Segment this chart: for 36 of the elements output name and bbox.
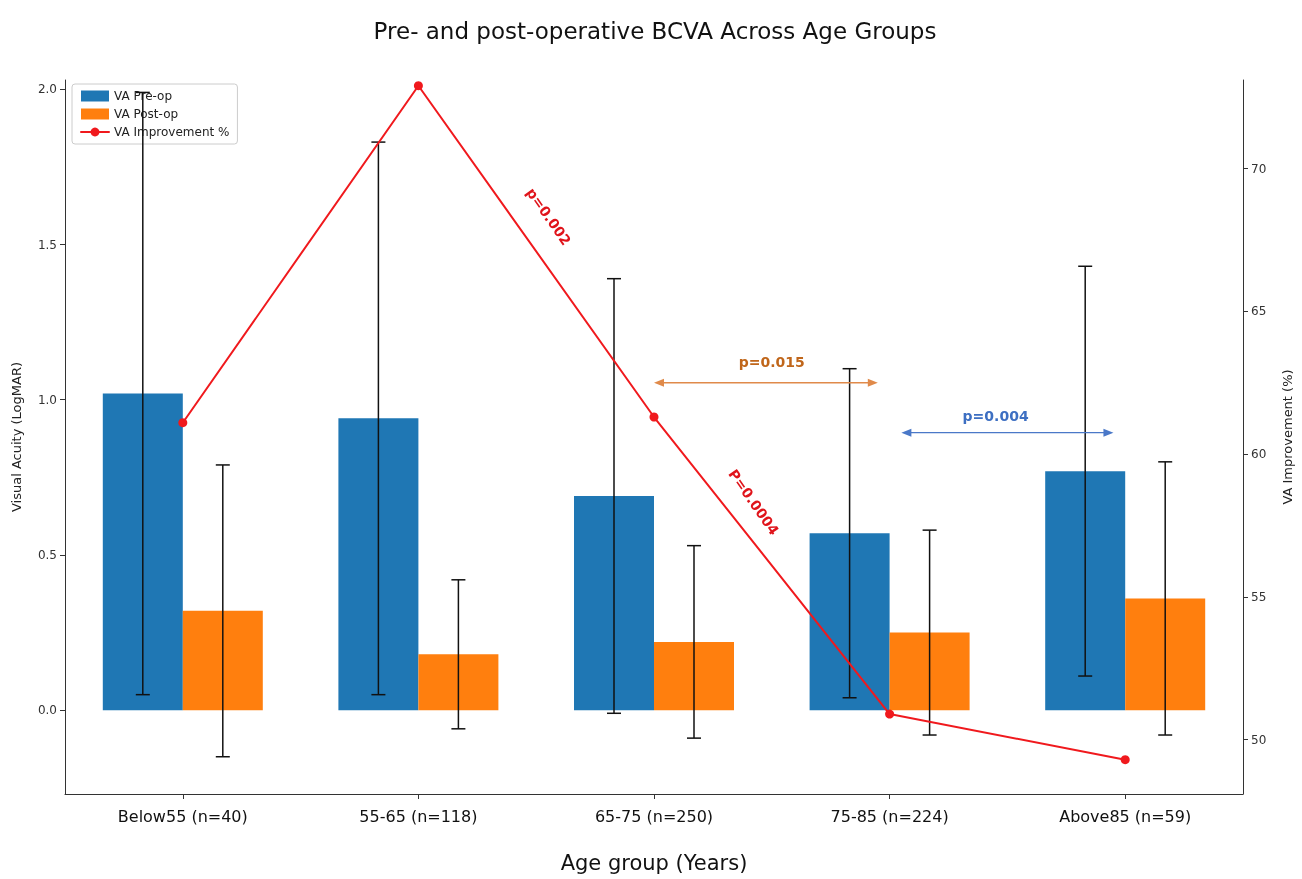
y-tick-label: 1.5 <box>37 237 57 252</box>
bar <box>418 654 499 711</box>
bar <box>889 632 970 711</box>
x-tick-label: Below55 (n=40) <box>117 806 248 826</box>
bar <box>102 393 183 711</box>
y-tick-label: 2.0 <box>37 82 57 97</box>
y2-tick-label: 55 <box>1251 589 1267 604</box>
x-tick-label: Above85 (n=59) <box>1059 806 1192 826</box>
y2-tick-label: 60 <box>1251 447 1267 462</box>
x-tick-label: 75-85 (n=224) <box>830 806 949 826</box>
y-tick-label: 1.0 <box>37 392 57 407</box>
y2-tick-label: 65 <box>1251 304 1267 319</box>
x-tick-label: 65-75 (n=250) <box>594 806 714 826</box>
bar <box>574 495 654 711</box>
bar <box>1045 471 1126 711</box>
y-tick-label: 0.0 <box>37 703 57 718</box>
annotation: p=0.004 <box>962 408 1029 425</box>
point <box>178 418 188 428</box>
point <box>885 709 895 719</box>
annotation: p=0.015 <box>738 353 805 370</box>
point <box>1120 755 1130 765</box>
bar <box>654 641 734 711</box>
x-axis-title: Age group (Years) <box>560 850 748 875</box>
bar <box>1125 598 1206 711</box>
y-tick-label: 0.5 <box>37 547 57 562</box>
bar <box>809 533 890 711</box>
point <box>413 81 423 91</box>
point <box>649 412 659 422</box>
bar <box>182 610 263 711</box>
y-axis-title: Visual Acuity (LogMAR) <box>9 361 24 513</box>
x-tick-label: 55-65 (n=118) <box>359 806 478 826</box>
y2-tick-label: 50 <box>1251 732 1267 747</box>
y2-tick-label: 70 <box>1251 161 1267 176</box>
bar <box>338 418 419 711</box>
y2-axis-title: VA Improvement (%) <box>1280 369 1295 505</box>
chart-title: Pre- and post-operative BCVA Across Age Groups <box>373 17 937 44</box>
